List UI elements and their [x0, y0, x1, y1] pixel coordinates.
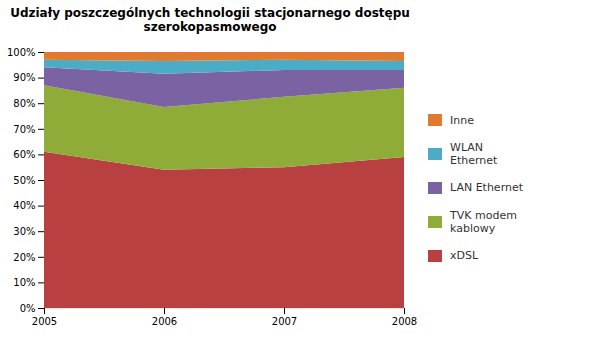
html-text:Inne: Inne: [450, 113, 474, 127]
svg-text:60%: 60%: [13, 149, 35, 160]
svg-text:30%: 30%: [13, 226, 35, 237]
svg-text:100%: 100%: [7, 47, 36, 58]
svg-text:80%: 80%: [13, 98, 35, 109]
svg-text:2005: 2005: [32, 316, 57, 327]
svg-text:70%: 70%: [13, 124, 35, 135]
html-text:TVK modem kablowy: TVK modem kablowy: [450, 208, 517, 235]
html-text:LAN Ethernet: LAN Ethernet: [450, 181, 523, 195]
svg-text:2008: 2008: [392, 316, 417, 327]
svg-text:90%: 90%: [13, 72, 35, 83]
svg-text:40%: 40%: [13, 200, 35, 211]
html-text:Udziały poszczególnych technol: Udziały poszczególnych technologii stacj…: [10, 6, 410, 34]
svg-text:2007: 2007: [272, 316, 297, 327]
html-text:WLAN Ethernet: WLAN Ethernet: [450, 141, 498, 168]
svg-text:50%: 50%: [13, 175, 35, 186]
svg-text:20%: 20%: [13, 252, 35, 263]
svg-text:10%: 10%: [13, 277, 35, 288]
svg-text:0%: 0%: [20, 303, 36, 314]
svg-text:2006: 2006: [152, 316, 177, 327]
html-text:xDSL: xDSL: [450, 249, 479, 262]
